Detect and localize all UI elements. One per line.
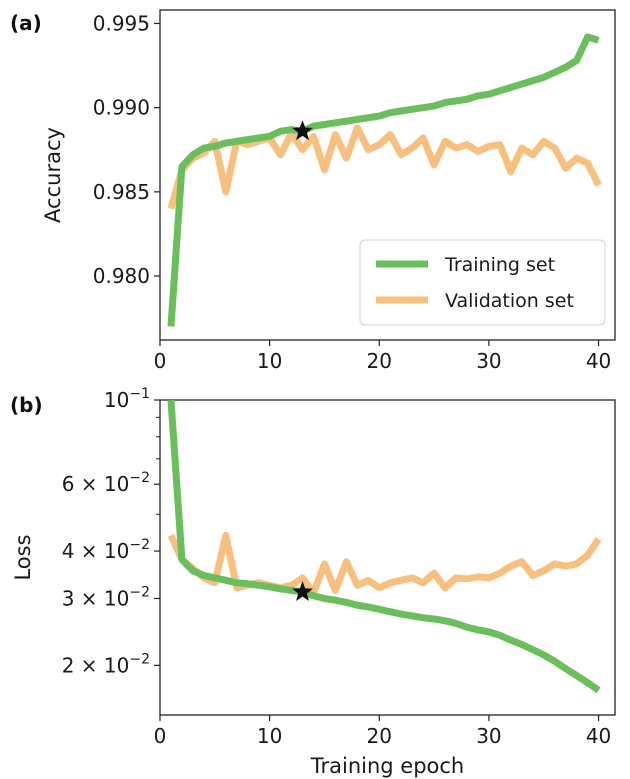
y-tick-label: 10−1 [104,386,150,412]
x-tick-label: 30 [476,724,501,748]
chart-panel-b: (b) 0 10 20 30 40 2 × 10−2 3 × 10−2 4 × 10−2 6 × … [10,386,616,778]
y-axis-label: Loss [11,534,35,580]
x-tick-label: 20 [367,724,392,748]
legend-box [359,239,606,326]
plot-frame [159,399,616,716]
chart-panel-a: (a) 0 10 20 30 40 0.980 0.985 0.990 0.995 Accuracy… [10,9,616,373]
y-tick-label: 0.995 [93,11,150,35]
x-tick-label: 20 [367,349,392,373]
series-line-training-set [167,33,600,327]
panel-label: (b) [10,393,43,417]
y-tick-label: 6 × 10−2 [62,470,150,496]
y-tick-label: 0.985 [93,180,150,204]
legend-label-validation-set: Validation set [445,290,574,312]
y-axis-label: Accuracy [41,127,65,223]
y-tick-label: 3 × 10−2 [62,585,150,611]
x-tick-label: 0 [154,724,167,748]
y-tick-label: 4 × 10−2 [62,537,150,563]
x-tick-label: 0 [154,349,167,373]
legend-label-training-set: Training set [444,254,555,276]
best-epoch-star [292,581,313,601]
y-tick-label: 0.980 [93,264,150,288]
series-line-training-set [167,400,601,694]
x-tick-label: 10 [257,724,282,748]
panel-label: (a) [10,11,42,35]
x-tick-label: 10 [257,349,282,373]
x-axis-label: Training epoch [310,754,465,778]
y-tick-label: 2 × 10−2 [62,651,150,677]
x-tick-label: 40 [586,349,611,373]
y-tick-label: 0.990 [93,96,150,120]
plot-frame [159,9,616,341]
x-tick-label: 30 [476,349,501,373]
x-tick-label: 40 [586,724,611,748]
best-epoch-star [292,120,313,141]
